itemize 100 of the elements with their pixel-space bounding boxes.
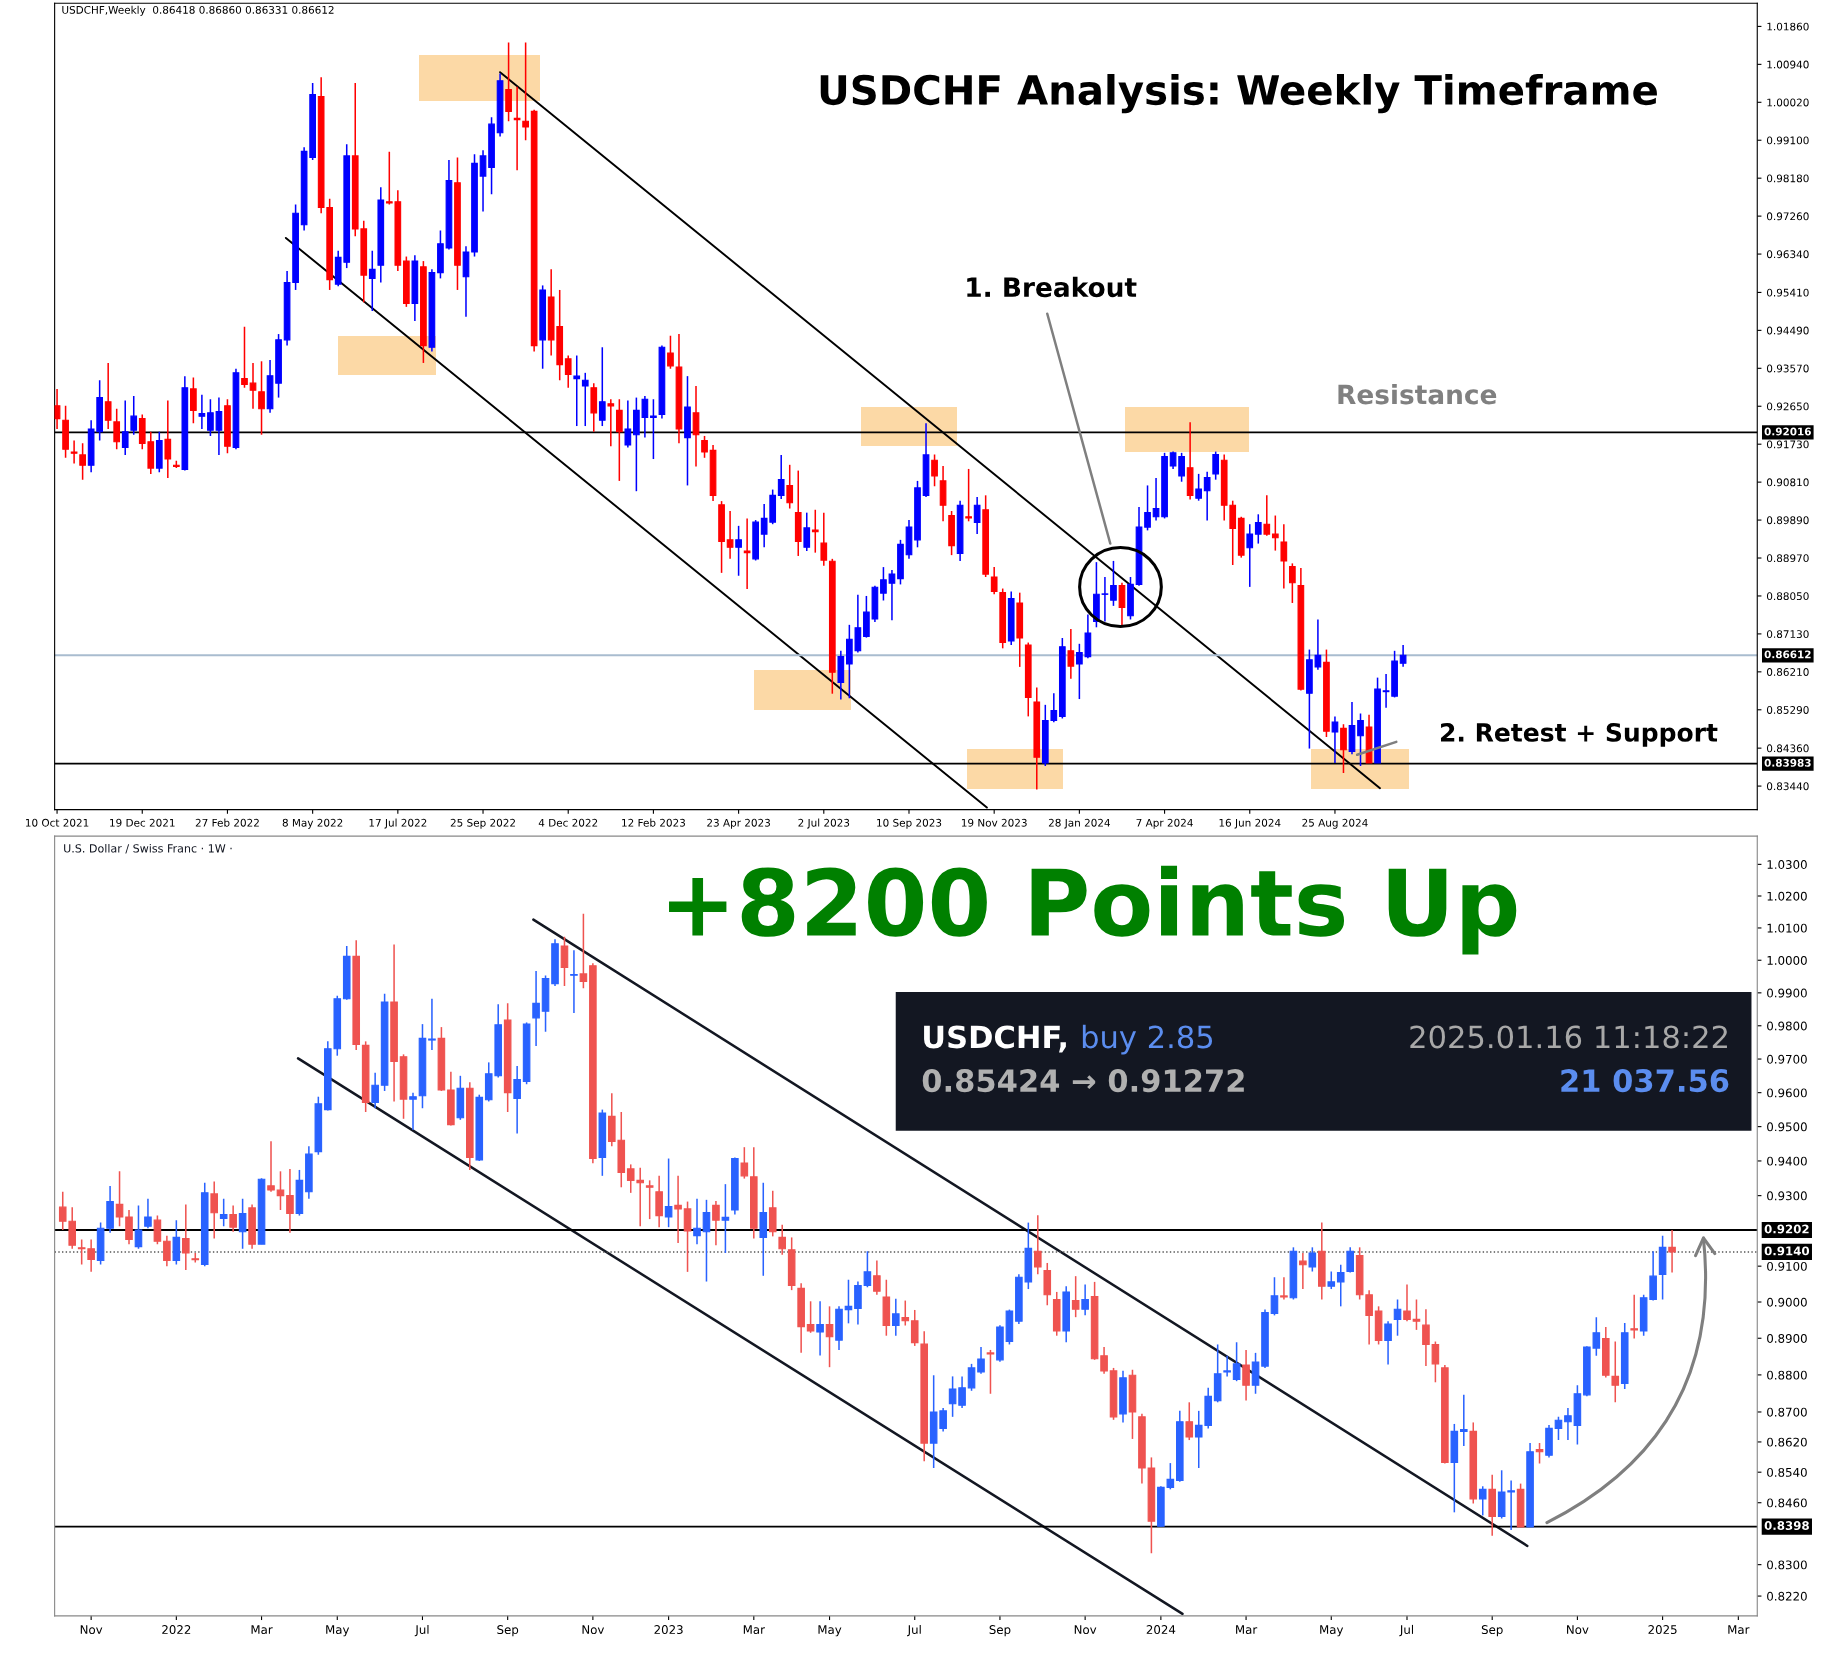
x-tick-label: 4 Dec 2022	[538, 818, 598, 827]
y-tick-label: 1.00020	[1767, 98, 1809, 107]
candlestick	[1118, 581, 1126, 627]
y-tick-label: 0.9400	[1767, 1156, 1807, 1166]
candlestick	[1242, 1349, 1250, 1402]
candlestick	[276, 1170, 285, 1211]
candlestick	[153, 1214, 162, 1245]
candlestick	[1554, 1416, 1563, 1441]
candlestick	[505, 41, 512, 123]
candlestick	[371, 1072, 379, 1110]
x-tick-label: 28 Jan 2024	[1048, 818, 1111, 829]
y-tick-label: 0.83440	[1766, 782, 1809, 791]
candlestick	[1203, 471, 1211, 522]
candlestick	[693, 1198, 701, 1245]
y-tick-label: 0.88970	[1766, 554, 1809, 563]
y-tick-label: 0.94490	[1766, 326, 1809, 335]
candlestick	[692, 385, 700, 468]
candlestick	[144, 1198, 152, 1230]
y-tick-label: 0.9800	[1767, 1021, 1807, 1031]
x-tick-label: 19 Nov 2023	[961, 818, 1027, 827]
y-tick-label: 0.98180	[1766, 174, 1809, 183]
x-tick-label: Jul	[414, 1624, 429, 1637]
candlestick	[1185, 1401, 1194, 1441]
candlestick	[1067, 628, 1075, 680]
y-tick-label: 0.97260	[1766, 212, 1809, 221]
candlestick	[134, 1204, 143, 1250]
candlestick	[286, 1168, 294, 1234]
candlestick	[368, 250, 376, 312]
y-tick-label: 0.96340	[1766, 250, 1809, 259]
candlestick	[1081, 1283, 1089, 1317]
candlestick	[121, 399, 129, 456]
candlestick	[667, 334, 674, 370]
y-tick-label: 0.8700	[1767, 1407, 1807, 1417]
candlestick	[428, 997, 436, 1051]
candlestick	[564, 354, 572, 389]
y-tick-label: 0.87130	[1766, 630, 1809, 639]
ref-line-label: 0.86612	[1764, 650, 1811, 659]
candlestick	[570, 949, 578, 1014]
candlestick	[1034, 1214, 1042, 1276]
annotation: U.S. Dollar / Swiss Franc · 1W ·	[64, 843, 232, 854]
candlestick	[712, 1200, 720, 1246]
candlestick	[479, 149, 487, 213]
candlestick	[986, 1349, 995, 1395]
candlestick	[973, 496, 981, 535]
candlestick	[873, 1259, 881, 1296]
annotation: Resistance	[1338, 384, 1497, 405]
candlestick	[1299, 1252, 1307, 1290]
x-tick-label: 19 Dec 2021	[110, 818, 175, 827]
x-tick-label: 23 Apr 2023	[707, 818, 770, 829]
candlestick	[1308, 1246, 1317, 1273]
y-tick-label: 0.84360	[1766, 744, 1809, 753]
candlestick	[726, 510, 734, 560]
candlestick	[931, 453, 938, 488]
candlestick	[892, 1298, 900, 1337]
annotation: USDCHF,Weekly 0.86418 0.86860 0.86331 0.86612	[62, 5, 334, 16]
x-tick-label: 2025	[1648, 1625, 1677, 1635]
annotation: 21 037.56	[1561, 1069, 1729, 1093]
y-tick-label: 0.8460	[1767, 1498, 1807, 1508]
ref-line-label: 0.9202	[1764, 1224, 1809, 1234]
candlestick	[1100, 1346, 1108, 1375]
candlestick	[740, 1146, 749, 1180]
x-tick-label: 2024	[1146, 1625, 1176, 1635]
candlestick	[115, 1170, 124, 1227]
candlestick	[806, 1300, 815, 1334]
y-tick-label: 0.8220	[1767, 1591, 1807, 1601]
candlestick	[1071, 1275, 1080, 1318]
candlestick	[655, 1175, 663, 1228]
candlestick	[664, 1157, 673, 1228]
candlestick	[1611, 1340, 1620, 1404]
candlestick	[1357, 712, 1364, 767]
candlestick	[513, 1065, 521, 1135]
y-tick-label: 0.8620	[1767, 1437, 1807, 1447]
y-tick-label: 0.88050	[1766, 592, 1809, 601]
candlestick	[803, 511, 811, 552]
candlestick	[1212, 450, 1220, 481]
candlestick	[1412, 1298, 1421, 1331]
candlestick	[1289, 562, 1296, 604]
candlestick	[182, 1203, 190, 1271]
candlestick	[1668, 1229, 1676, 1274]
candlestick	[79, 442, 86, 481]
y-tick-label: 0.9900	[1767, 988, 1807, 998]
candlestick	[721, 1183, 730, 1254]
candlestick	[532, 970, 540, 1047]
candlestick	[1280, 523, 1288, 590]
candlestick	[777, 454, 785, 500]
x-tick-label: 7 Apr 2024	[1136, 818, 1193, 829]
y-tick-label: 0.9300	[1767, 1191, 1807, 1201]
candlestick	[820, 511, 828, 567]
candlestick	[581, 372, 589, 427]
candlestick	[198, 393, 206, 430]
y-tick-label: 0.8800	[1767, 1370, 1807, 1380]
y-tick-label: 0.9500	[1767, 1122, 1807, 1132]
x-tick-label: 16 Jun 2024	[1219, 818, 1281, 829]
x-tick-label: Sep	[1481, 1625, 1503, 1637]
text: USDCHF Analysis: Weekly Timeframe	[820, 73, 1657, 114]
chart-title: +8200 Points Up	[669, 865, 1517, 955]
x-tick-label: Nov	[80, 1625, 103, 1635]
candlestick	[901, 1299, 910, 1327]
candlestick	[125, 1209, 133, 1245]
x-tick-label: 10 Oct 2021	[26, 818, 89, 827]
